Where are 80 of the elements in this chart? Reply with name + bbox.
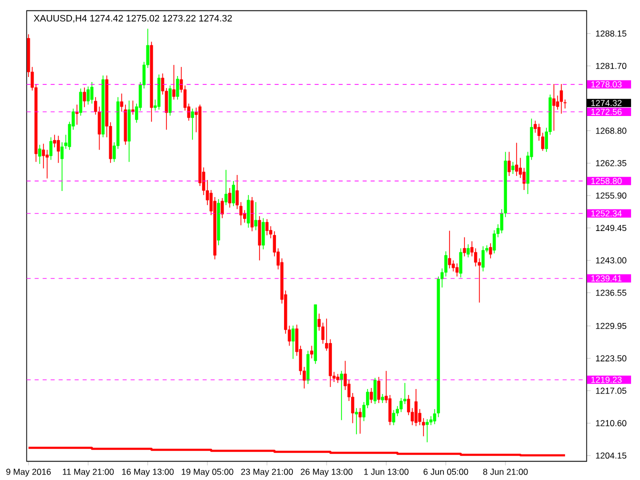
y-tick-label: 1268.80 xyxy=(596,128,626,134)
y-tick-label: 1249.45 xyxy=(596,224,626,232)
ref-line-label: 1278.03 xyxy=(591,81,622,88)
candlestick xyxy=(53,134,56,148)
candlestick xyxy=(82,87,86,108)
candlestick xyxy=(60,142,64,192)
candlestick xyxy=(354,408,358,435)
ref-line-label: 1272.56 xyxy=(591,108,622,115)
x-tick-label: 9 May 2016 xyxy=(6,468,51,477)
candlestick xyxy=(508,151,511,176)
candlestick xyxy=(515,142,518,176)
ref-line-label: 1219.23 xyxy=(591,376,622,383)
candlestick xyxy=(370,388,373,404)
candlestick xyxy=(265,218,269,236)
candlestick xyxy=(232,180,235,207)
candlestick xyxy=(358,408,362,434)
candlestick xyxy=(455,262,459,277)
candlestick xyxy=(552,84,556,132)
candlestick xyxy=(190,108,194,140)
candlestick xyxy=(373,378,377,404)
candlestick xyxy=(426,418,429,443)
x-tick-label: 23 May 21:00 xyxy=(241,468,293,477)
chart-title: XAUUSD,H4 1274.42 1275.02 1273.22 1274.32 xyxy=(34,14,232,23)
candlestick xyxy=(131,100,134,116)
candlestick xyxy=(336,374,340,384)
candlestick xyxy=(388,394,392,426)
candlestick xyxy=(56,135,60,164)
x-tick-label: 8 Jun 21:00 xyxy=(483,468,528,475)
candlestick xyxy=(392,410,396,426)
candlestick xyxy=(522,168,526,190)
candlestick xyxy=(459,248,462,278)
x-tick-label: 1 Jun 13:00 xyxy=(364,468,409,475)
y-tick-label: 1217.05 xyxy=(596,388,626,394)
x-tick-label: 6 Jun 05:00 xyxy=(424,468,468,475)
y-tick-label: 1262.35 xyxy=(596,160,626,166)
candlestick xyxy=(228,188,232,208)
candlestick xyxy=(310,345,314,359)
candlestick xyxy=(79,88,82,116)
x-tick-label: 19 May 05:00 xyxy=(182,468,234,477)
y-tick-label: 1223.50 xyxy=(596,355,626,362)
candlestick xyxy=(466,244,470,258)
candlestick xyxy=(429,416,432,426)
candlestick xyxy=(448,230,452,269)
y-tick-label: 1229.95 xyxy=(596,322,626,329)
candlestick xyxy=(38,144,42,164)
candlestick xyxy=(262,218,265,250)
ref-line-label: 1239.41 xyxy=(591,275,622,282)
y-tick-label: 1210.60 xyxy=(596,420,626,426)
candlestick xyxy=(462,236,466,257)
x-tick-label: 16 May 13:00 xyxy=(122,468,174,477)
candlestick xyxy=(90,82,94,104)
y-tick-label: 1236.55 xyxy=(596,290,626,296)
candlestick xyxy=(42,143,45,169)
candlestick xyxy=(246,194,250,228)
y-tick-label: 1288.15 xyxy=(596,30,626,37)
y-tick-label: 1281.70 xyxy=(596,62,626,69)
candlestick xyxy=(377,376,380,404)
y-tick-label: 1243.00 xyxy=(596,257,626,264)
candlestick xyxy=(560,84,563,114)
candlestick xyxy=(224,170,228,206)
candlestick xyxy=(482,246,485,272)
ref-line-label: 1252.34 xyxy=(591,210,622,217)
ref-line-label: 1258.80 xyxy=(591,178,622,184)
candlestick xyxy=(176,76,180,100)
y-tick-label: 1204.15 xyxy=(596,452,626,459)
x-tick-label: 11 May 21:00 xyxy=(62,468,114,477)
candlestick xyxy=(220,198,224,219)
candlestick xyxy=(511,161,514,174)
y-tick-label: 1255.90 xyxy=(596,192,626,199)
candlestick xyxy=(86,86,90,106)
text: 1274.32 xyxy=(591,100,622,106)
x-tick-label: 26 May 13:00 xyxy=(300,468,352,477)
candlestick xyxy=(254,202,258,231)
candlestick xyxy=(292,325,295,360)
candlestick xyxy=(414,388,418,427)
candlestick xyxy=(489,242,492,259)
candlestick xyxy=(340,370,344,421)
candlestick xyxy=(172,64,176,100)
candlestick xyxy=(49,136,52,160)
candlestick xyxy=(380,394,384,404)
